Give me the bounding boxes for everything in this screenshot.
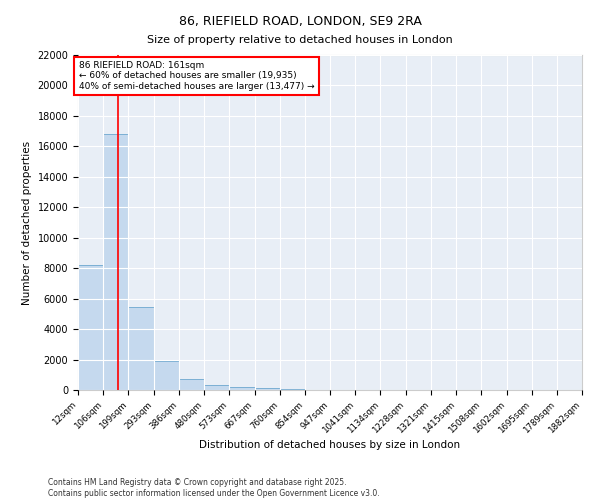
Bar (254, 388, 280, 390)
Text: 86 RIEFIELD ROAD: 161sqm
← 60% of detached houses are smaller (19,935)
40% of se: 86 RIEFIELD ROAD: 161sqm ← 60% of detach… (79, 61, 314, 91)
Bar (103, 134, 128, 390)
Y-axis label: Number of detached properties: Number of detached properties (22, 140, 32, 304)
Bar (179, 380, 204, 390)
Bar (78, 265, 103, 390)
Bar (154, 361, 179, 390)
Text: 86, RIEFIELD ROAD, LONDON, SE9 2RA: 86, RIEFIELD ROAD, LONDON, SE9 2RA (179, 15, 421, 28)
Bar (280, 389, 305, 390)
Text: Contains HM Land Registry data © Crown copyright and database right 2025.
Contai: Contains HM Land Registry data © Crown c… (48, 478, 380, 498)
Bar (128, 307, 154, 390)
Bar (204, 384, 229, 390)
X-axis label: Distribution of detached houses by size in London: Distribution of detached houses by size … (199, 440, 461, 450)
Text: Size of property relative to detached houses in London: Size of property relative to detached ho… (147, 35, 453, 45)
Bar (229, 386, 254, 390)
